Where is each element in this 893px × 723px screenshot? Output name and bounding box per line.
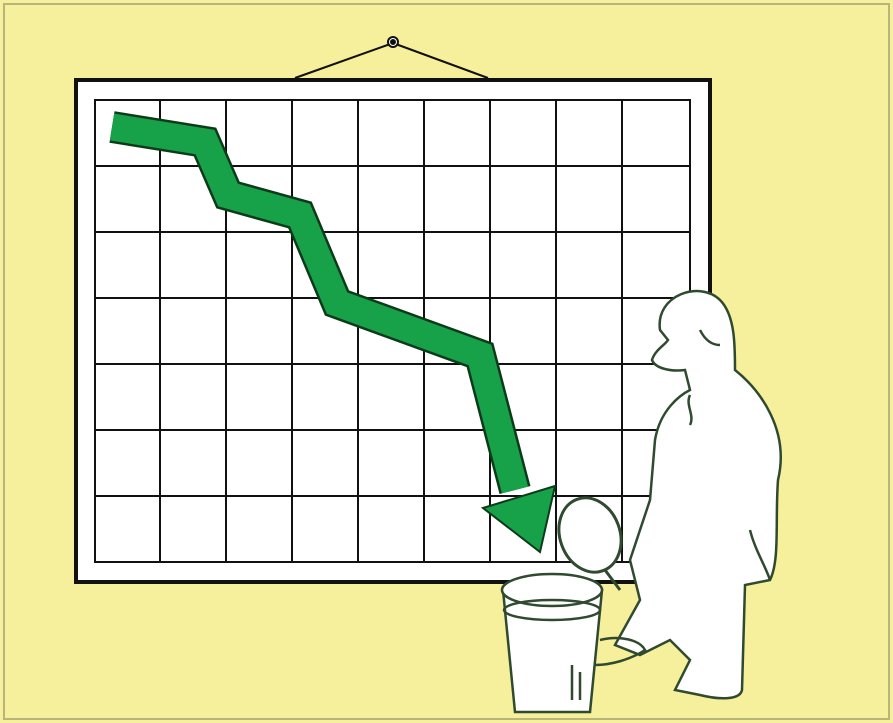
cartoon xyxy=(0,0,893,723)
